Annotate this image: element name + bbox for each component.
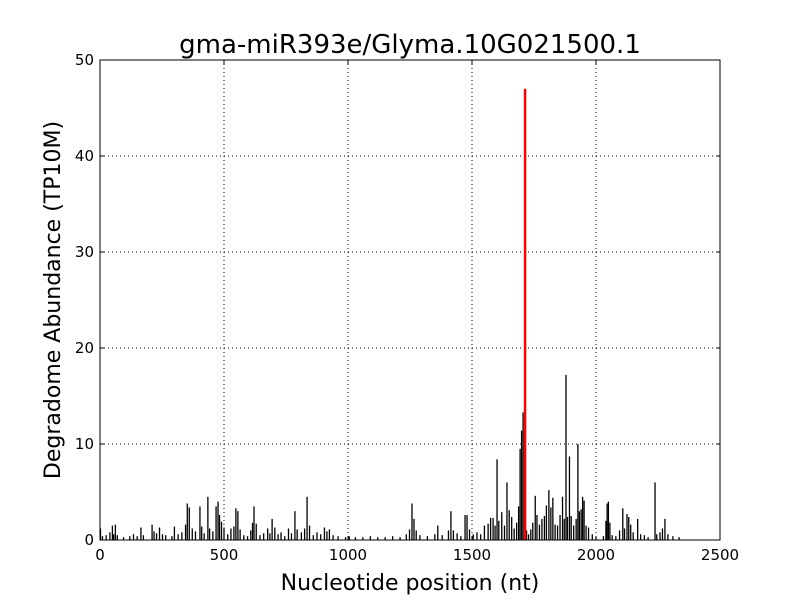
grid	[99, 59, 721, 541]
x-tick-label: 2500	[701, 546, 739, 564]
y-tick-label: 30	[75, 243, 94, 261]
y-tick-label: 40	[75, 147, 94, 165]
y-tick-label: 0	[84, 531, 94, 549]
plot-frame	[99, 59, 721, 541]
x-tick-label: 1500	[453, 546, 491, 564]
x-tick-label: 0	[95, 546, 105, 564]
y-tick-label: 20	[75, 339, 94, 357]
x-tick-label: 2000	[577, 546, 615, 564]
y-tick-label: 10	[75, 435, 94, 453]
x-tick-label: 500	[210, 546, 239, 564]
y-tick-label: 50	[75, 51, 94, 69]
y-ticks: 0 10 20 30 40 50	[75, 51, 720, 549]
x-ticks: 0 500 1000 1500 2000 2500	[95, 60, 739, 564]
y-axis-label: Degradome Abundance (TP10M)	[41, 121, 66, 479]
x-tick-label: 1000	[329, 546, 367, 564]
data-bars	[99, 374, 680, 540]
x-axis-label: Nucleotide position (nt)	[281, 571, 540, 596]
chart-title: gma-miR393e/Glyma.10G021500.1	[179, 30, 641, 60]
